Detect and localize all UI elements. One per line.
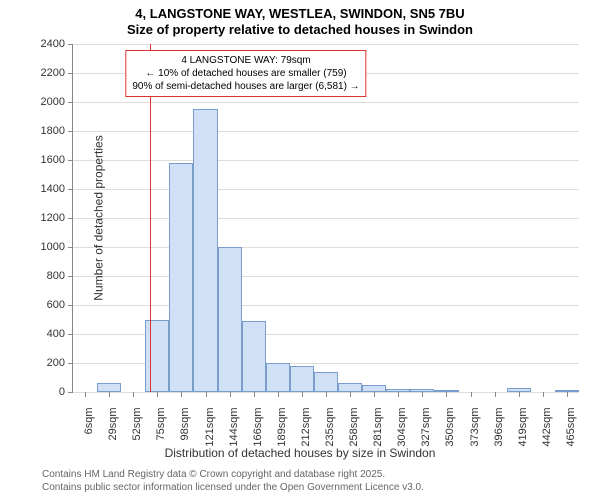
xtick-label: 419sqm (509, 408, 529, 447)
xtick-label: 6sqm (75, 408, 95, 435)
ytick-label: 1200 (41, 212, 73, 224)
footer: Contains HM Land Registry data © Crown c… (42, 468, 600, 494)
xtick-label: 52sqm (123, 408, 143, 441)
xtick-label: 166sqm (244, 408, 264, 447)
xtick-label: 235sqm (316, 408, 336, 447)
xtick-mark (543, 392, 544, 397)
xtick-mark (567, 392, 568, 397)
xtick-label: 350sqm (436, 408, 456, 447)
chart-title-line1: 4, LANGSTONE WAY, WESTLEA, SWINDON, SN5 … (0, 6, 600, 21)
xtick-mark (422, 392, 423, 397)
xtick-label: 98sqm (171, 408, 191, 441)
xtick-mark (157, 392, 158, 397)
xtick-mark (230, 392, 231, 397)
xtick-mark (109, 392, 110, 397)
plot-area: 0200400600800100012001400160018002000220… (72, 44, 579, 393)
xtick-label: 442sqm (533, 408, 553, 447)
xtick-label: 258sqm (340, 408, 360, 447)
ytick-label: 1400 (41, 183, 73, 195)
xtick-mark (302, 392, 303, 397)
ytick-label: 200 (47, 357, 73, 369)
footer-line1: Contains HM Land Registry data © Crown c… (42, 468, 600, 481)
xtick-mark (519, 392, 520, 397)
histogram-bar (218, 247, 242, 392)
histogram-bar (314, 372, 338, 392)
histogram-bar (338, 383, 362, 392)
ytick-label: 600 (47, 299, 73, 311)
ytick-label: 400 (47, 328, 73, 340)
histogram-bar (193, 109, 217, 392)
annotation-box: 4 LANGSTONE WAY: 79sqm← 10% of detached … (125, 50, 366, 97)
xtick-mark (278, 392, 279, 397)
ytick-label: 2400 (41, 38, 73, 50)
xtick-mark (85, 392, 86, 397)
xtick-label: 396sqm (485, 408, 505, 447)
xtick-mark (374, 392, 375, 397)
histogram-bar (242, 321, 266, 392)
ytick-label: 1000 (41, 241, 73, 253)
ytick-label: 2200 (41, 67, 73, 79)
xtick-label: 121sqm (196, 408, 216, 447)
ytick-label: 800 (47, 270, 73, 282)
xtick-mark (495, 392, 496, 397)
xtick-label: 373sqm (461, 408, 481, 447)
xtick-mark (471, 392, 472, 397)
xtick-label: 75sqm (147, 408, 167, 441)
y-axis-label: Number of detached properties (92, 135, 106, 300)
xtick-label: 212sqm (292, 408, 312, 447)
xtick-label: 144sqm (220, 408, 240, 447)
histogram-bar (266, 363, 290, 392)
xtick-mark (326, 392, 327, 397)
ytick-label: 1600 (41, 154, 73, 166)
xtick-label: 465sqm (557, 408, 577, 447)
ytick-label: 1800 (41, 125, 73, 137)
ytick-label: 0 (59, 386, 73, 398)
footer-line2: Contains public sector information licen… (42, 481, 600, 494)
xtick-mark (398, 392, 399, 397)
xtick-label: 304sqm (388, 408, 408, 447)
x-axis-label: Distribution of detached houses by size … (0, 446, 600, 460)
histogram-bar (97, 383, 121, 392)
xtick-mark (254, 392, 255, 397)
xtick-mark (350, 392, 351, 397)
chart-title-line2: Size of property relative to detached ho… (0, 22, 600, 37)
xtick-mark (133, 392, 134, 397)
xtick-label: 281sqm (364, 408, 384, 447)
annotation-line-3: 90% of semi-detached houses are larger (… (132, 80, 359, 93)
chart-container: 4, LANGSTONE WAY, WESTLEA, SWINDON, SN5 … (0, 0, 600, 500)
xtick-mark (206, 392, 207, 397)
xtick-label: 327sqm (412, 408, 432, 447)
histogram-bar (290, 366, 314, 392)
xtick-label: 29sqm (99, 408, 119, 441)
xtick-mark (181, 392, 182, 397)
annotation-line-2: ← 10% of detached houses are smaller (75… (132, 67, 359, 80)
annotation-line-1: 4 LANGSTONE WAY: 79sqm (132, 54, 359, 67)
xtick-mark (446, 392, 447, 397)
ytick-label: 2000 (41, 96, 73, 108)
histogram-bar (169, 163, 193, 392)
xtick-label: 189sqm (268, 408, 288, 447)
